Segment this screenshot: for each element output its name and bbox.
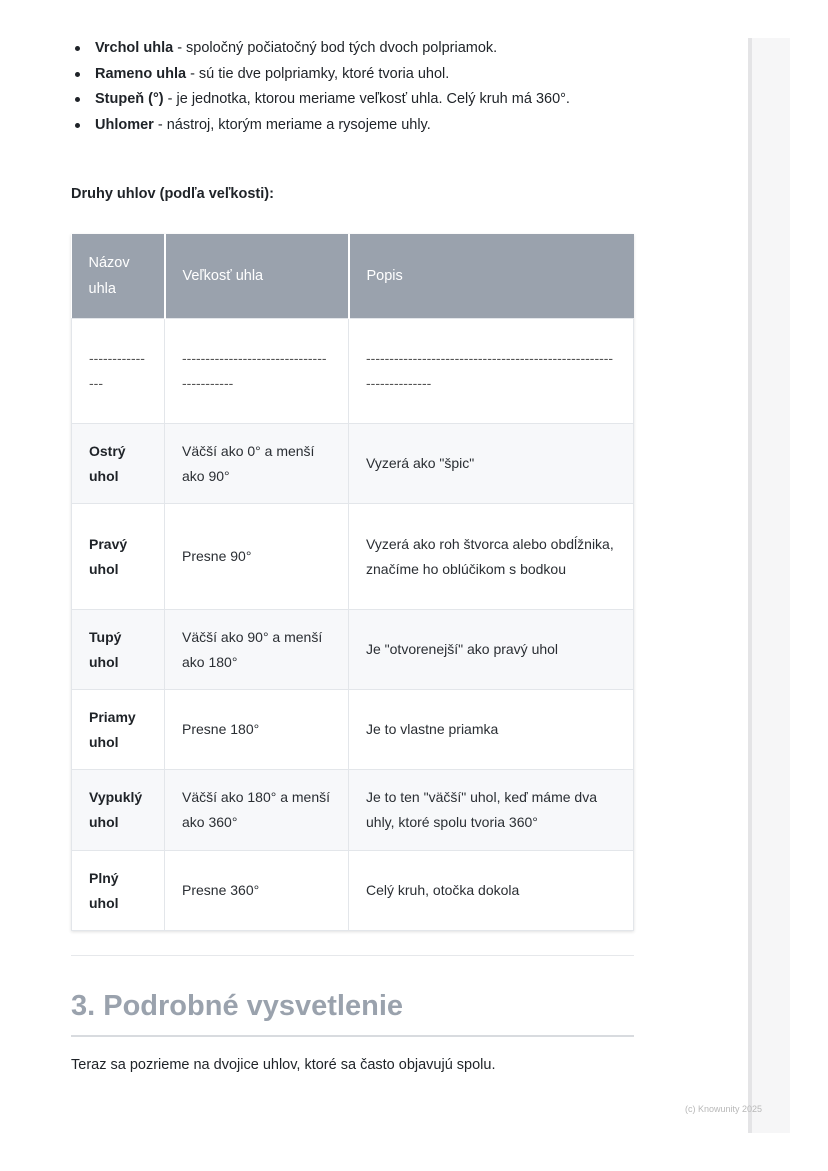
cell-description: Vyzerá ako roh štvorca alebo obdĺžnika, … xyxy=(348,503,634,610)
paragraph: Teraz sa pozrieme na dvojice uhlov, ktor… xyxy=(71,1057,496,1073)
table-row: Ostrý uhol Väčší ako 0° a menší ako 90° Vy… xyxy=(71,423,634,504)
definition: - je jednotka, ktorou meriame veľkosť uh… xyxy=(163,91,570,107)
list-item: Rameno uhla - sú tie dve polpriamky, kto… xyxy=(75,64,695,90)
cell-name: Ostrý uhol xyxy=(71,423,165,504)
term: Stupeň (°) xyxy=(95,91,164,107)
table-row: Vypuklý uhol Väčší ako 180° a menší ako 3… xyxy=(71,769,634,851)
cell-size: Väčší ako 90° a menší ako 180° xyxy=(164,609,349,690)
table-cell: --------------- xyxy=(71,318,165,424)
divider xyxy=(71,955,634,956)
cell-description: Vyzerá ako "špic" xyxy=(348,423,634,504)
table-row: Plný uhol Presne 360° Celý kruh, otočka do… xyxy=(71,850,634,931)
cell-size: Presne 90° xyxy=(164,503,349,610)
cell-description: Je to vlastne priamka xyxy=(348,689,634,770)
term: Vrchol uhla xyxy=(95,40,174,56)
heading-underline xyxy=(71,1035,634,1037)
table-row: Priamy uhol Presne 180° Je to vlastne pria… xyxy=(71,689,634,770)
cell-name: Plný uhol xyxy=(71,850,165,931)
cell-name: Vypuklý uhol xyxy=(71,769,165,851)
cell-size: Presne 360° xyxy=(164,850,349,931)
cell-size: Väčší ako 0° a menší ako 90° xyxy=(164,423,349,504)
list-item: Uhlomer - nástroj, ktorým meriame a ryso… xyxy=(75,115,695,141)
table-cell: ----------------------------------------… xyxy=(164,318,349,424)
header-size: Veľkosť uhla xyxy=(164,234,350,319)
subheading: Druhy uhlov (podľa veľkosti): xyxy=(71,186,274,202)
cell-name: Pravý uhol xyxy=(71,503,165,610)
section-heading: 3. Podrobné vysvetlenie xyxy=(71,990,404,1022)
definition: - sú tie dve polpriamky, ktoré tvoria uh… xyxy=(186,65,450,82)
table-cell: ----------------------------------------… xyxy=(348,318,634,424)
list-item: Vrchol uhla - spoločný počiatočný bod tý… xyxy=(75,38,695,64)
definition-list: Vrchol uhla - spoločný počiatočný bod tý… xyxy=(71,38,695,140)
table-header-row: Názov uhla Veľkosť uhla Popis xyxy=(71,234,634,319)
cell-size: Presne 180° xyxy=(164,689,349,770)
cell-name: Priamy uhol xyxy=(71,689,165,770)
cell-name: Tupý uhol xyxy=(71,609,165,690)
header-description: Popis xyxy=(348,234,634,319)
cell-description: Je "otvorenejší" ako pravý uhol xyxy=(348,609,634,690)
cell-description: Je to ten "väčší" uhol, keď máme dva uhl… xyxy=(348,769,634,851)
term: Rameno uhla xyxy=(95,65,187,82)
angle-types-table: Názov uhla Veľkosť uhla Popis ----------… xyxy=(71,234,634,931)
right-sidebar-scrollbar[interactable] xyxy=(748,38,790,1133)
table-row: Pravý uhol Presne 90° Vyzerá ako roh štvor… xyxy=(71,503,634,610)
table-row: Tupý uhol Väčší ako 90° a menší ako 180° J… xyxy=(71,609,634,690)
table-row-separator: --------------- ------------------------… xyxy=(71,318,634,424)
copyright-footer: (c) Knowunity 2025 xyxy=(685,1104,763,1114)
definition: - spoločný počiatočný bod tých dvoch pol… xyxy=(173,40,498,56)
definition: - nástroj, ktorým meriame a rysojeme uhl… xyxy=(153,116,431,133)
header-name: Názov uhla xyxy=(71,234,166,319)
cell-description: Celý kruh, otočka dokola xyxy=(348,850,634,931)
term: Uhlomer xyxy=(95,116,154,133)
cell-size: Väčší ako 180° a menší ako 360° xyxy=(164,769,349,851)
list-item: Stupeň (°) - je jednotka, ktorou meriame… xyxy=(75,89,695,115)
